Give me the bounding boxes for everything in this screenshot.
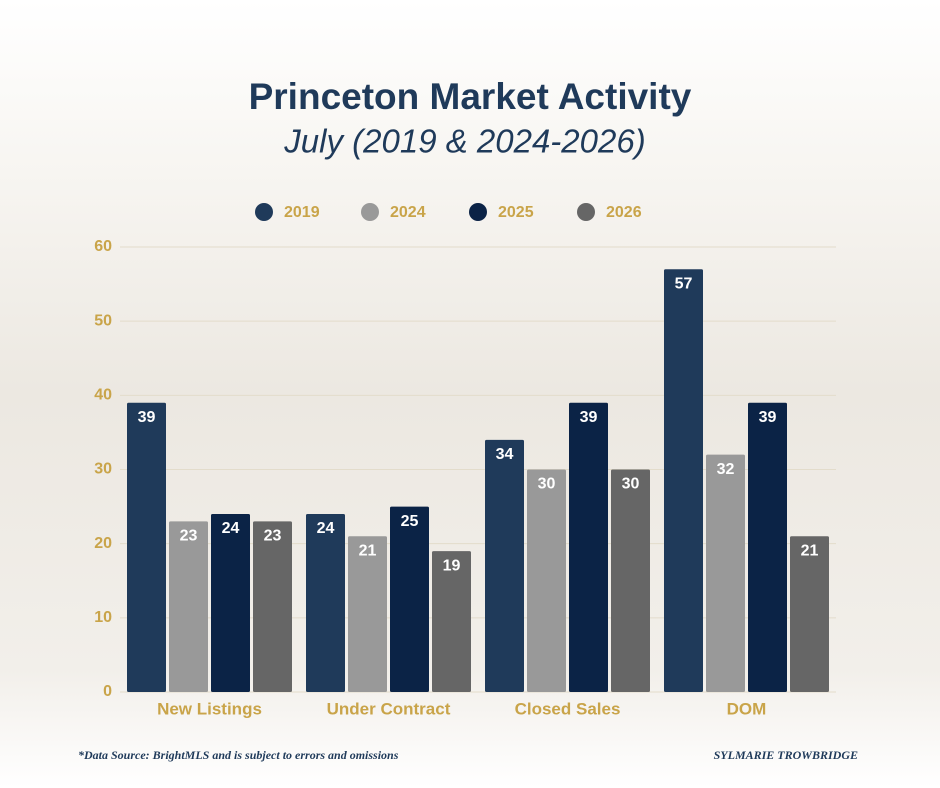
- y-tick-label: 0: [103, 683, 112, 700]
- x-tick-label: Under Contract: [327, 699, 451, 718]
- data-label: 39: [138, 409, 156, 426]
- bar: [664, 269, 703, 692]
- bar: [306, 514, 345, 692]
- credit: SYLMARIE TROWBRIDGE: [714, 748, 858, 762]
- x-tick-label: DOM: [727, 699, 767, 718]
- bar: [569, 402, 608, 692]
- bar: [706, 454, 745, 692]
- y-tick-label: 10: [94, 609, 112, 626]
- bar: [790, 536, 829, 692]
- data-label: 25: [401, 513, 419, 530]
- x-tick-label: New Listings: [157, 699, 262, 718]
- data-label: 57: [675, 275, 693, 292]
- bar: [432, 551, 471, 692]
- data-label: 23: [180, 528, 198, 545]
- bar: [348, 536, 387, 692]
- y-tick-label: 40: [94, 387, 112, 404]
- bar: [527, 469, 566, 692]
- data-label: 24: [317, 520, 335, 537]
- legend-swatch: [469, 203, 487, 221]
- y-tick-label: 20: [94, 535, 112, 552]
- legend-label: 2019: [284, 204, 320, 221]
- data-label: 24: [222, 520, 240, 537]
- chart-title: Princeton Market Activity: [249, 76, 692, 117]
- legend-swatch: [577, 203, 595, 221]
- legend-label: 2025: [498, 204, 534, 221]
- bar: [253, 521, 292, 692]
- y-tick-label: 50: [94, 312, 112, 329]
- bar: [169, 521, 208, 692]
- y-tick-label: 60: [94, 238, 112, 255]
- data-label: 30: [538, 476, 556, 493]
- data-label: 21: [801, 542, 819, 559]
- x-tick-label: Closed Sales: [515, 699, 621, 718]
- bar: [748, 402, 787, 692]
- data-label: 32: [717, 461, 735, 478]
- footnote: *Data Source: BrightMLS and is subject t…: [78, 748, 399, 762]
- data-label: 19: [443, 557, 461, 574]
- y-tick-label: 30: [94, 461, 112, 478]
- bar: [485, 439, 524, 692]
- legend-swatch: [361, 203, 379, 221]
- bar: [127, 402, 166, 692]
- chart-subtitle: July (2019 & 2024-2026): [283, 123, 645, 160]
- data-label: 21: [359, 542, 377, 559]
- data-label: 39: [759, 409, 777, 426]
- bar: [611, 469, 650, 692]
- bar: [390, 506, 429, 692]
- legend-label: 2024: [390, 204, 426, 221]
- bar: [211, 514, 250, 692]
- legend-label: 2026: [606, 204, 642, 221]
- legend-swatch: [255, 203, 273, 221]
- data-label: 30: [622, 476, 640, 493]
- data-label: 39: [580, 409, 598, 426]
- data-label: 23: [264, 528, 282, 545]
- data-label: 34: [496, 446, 514, 463]
